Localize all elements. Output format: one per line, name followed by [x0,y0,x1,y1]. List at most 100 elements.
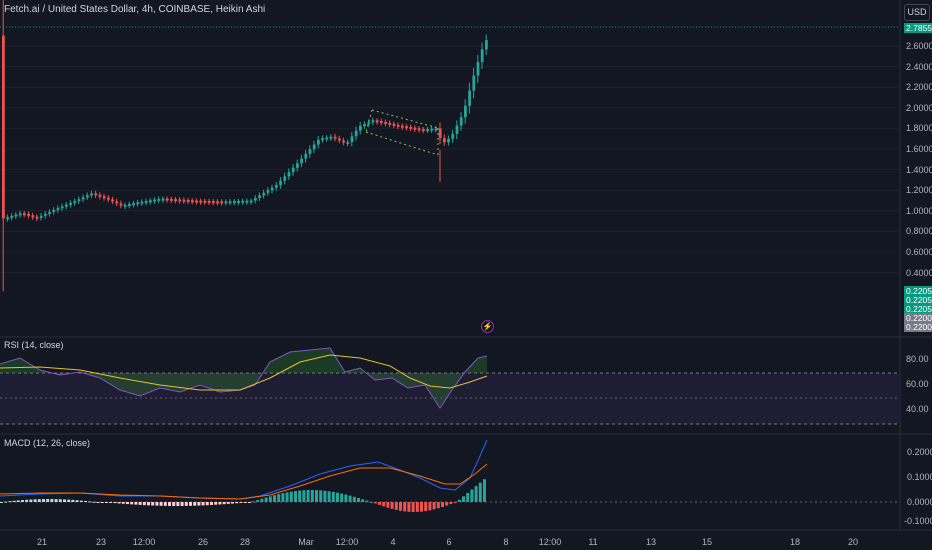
macd-bar [180,502,184,506]
candle [346,141,350,144]
candle [371,120,375,123]
time-label: 8 [503,537,509,547]
candle [237,200,240,203]
candle [485,40,488,50]
candle [392,123,396,126]
candle [195,200,198,203]
macd-bar [436,502,440,509]
price-tick-label: 1.4000 [906,164,932,175]
candle [6,217,9,220]
macd-bar [163,502,167,506]
candle [333,136,337,139]
candle [354,130,358,137]
candle [254,198,257,201]
candle [81,197,85,200]
macd-bar [75,500,79,502]
candle [27,213,30,216]
candles [2,0,488,292]
macd-bar [361,499,365,502]
macd-bar [348,495,352,502]
macd-bar [197,502,201,506]
macd-bar [189,502,192,506]
rsi-tick-label: 40.00 [906,404,929,414]
macd-bar [37,499,41,502]
candle [199,200,203,203]
candle [165,198,169,201]
macd-bar [336,492,339,502]
candle [367,122,371,125]
macd-bar [222,502,226,505]
macd-tick-label: 0.1000 [907,472,932,482]
candle [170,198,173,201]
rsi-label[interactable]: RSI (14, close) [4,340,64,350]
candle [430,128,434,131]
macd-bar [331,491,335,502]
time-label: 20 [847,537,859,547]
macd-bar [289,491,293,502]
macd-bar [478,482,482,502]
rsi-overbought-fill [0,348,487,408]
candle [455,125,459,134]
candle [153,199,156,202]
candle [388,122,392,125]
time-label: 23 [95,537,107,547]
macd-bar [113,502,117,504]
candle [384,121,387,124]
chart-title: Fetch.ai / United States Dollar, 4h, COI… [4,4,266,15]
macd-bar [470,489,474,502]
candle [329,136,333,139]
currency-button[interactable]: USD [904,4,930,21]
candle [338,138,341,141]
macd-bar [315,490,318,502]
candle [182,199,186,202]
macd-bar [462,496,465,502]
macd-bar [294,491,297,502]
time-label: Mar [298,537,314,547]
candle [35,216,39,219]
macd-bar [432,502,436,510]
macd-bar [474,486,478,502]
candle [224,201,228,204]
macd-bar [260,498,264,502]
time-label: 28 [239,537,251,547]
macd-bar [50,499,54,502]
macd-bar [235,502,239,504]
candle [426,129,429,132]
candle [90,193,93,196]
price-tick-label: 1.2000 [906,185,932,196]
macd-bar [382,502,386,507]
macd-line [0,439,488,500]
macd-bar [29,499,33,502]
macd-label[interactable]: MACD (12, 26, close) [4,438,91,448]
macd-bar [277,494,281,502]
price-tick-label: 0.6000 [906,247,932,257]
macd-bar [369,501,373,503]
macd-bar [298,490,302,502]
candle [186,199,190,202]
macd-bar [33,499,37,502]
macd-bar [273,495,276,502]
macd-bar [352,496,356,502]
candle [149,200,152,203]
price-tick-label: 0.4000 [906,267,932,278]
macd-bar [252,501,255,503]
candle [140,201,144,204]
macd-bar [117,502,121,504]
macd-bar [214,502,218,505]
lightning-bolt-icon[interactable]: ⚡ [481,320,494,333]
candle [23,213,26,216]
macd-bar [302,490,306,502]
candle [279,180,282,186]
candle [191,200,194,203]
candle [413,127,417,130]
macd-bar [79,500,83,502]
macd-tick-label: 0.0000 [907,497,932,507]
time-label: 15 [701,537,713,547]
time-label: 12:00 [335,537,359,547]
channel-drawing[interactable] [365,109,439,156]
macd-bar [42,499,45,502]
time-label: 12:00 [538,537,562,547]
price-tick-label: 2.0000 [906,102,932,113]
macd-bar [285,492,289,502]
